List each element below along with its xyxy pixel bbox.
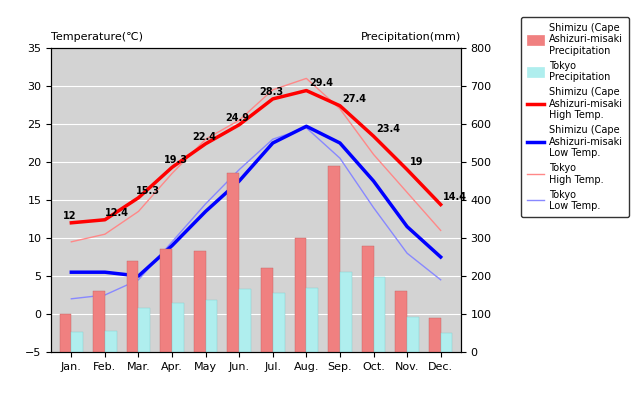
Bar xyxy=(441,333,452,352)
Bar xyxy=(138,308,150,352)
Text: 15.3: 15.3 xyxy=(136,186,160,196)
Bar xyxy=(239,288,251,352)
Bar xyxy=(172,302,184,352)
Text: Precipitation(mm): Precipitation(mm) xyxy=(360,32,461,42)
Text: 27.4: 27.4 xyxy=(342,94,367,104)
Text: 12: 12 xyxy=(63,211,77,221)
Bar xyxy=(362,246,374,352)
Bar xyxy=(127,261,138,352)
Text: 22.4: 22.4 xyxy=(192,132,216,142)
Text: 14.4: 14.4 xyxy=(444,192,467,202)
Bar xyxy=(328,166,340,352)
Bar xyxy=(261,268,273,352)
Text: 19.3: 19.3 xyxy=(164,155,188,165)
Bar xyxy=(273,294,285,352)
Text: 28.3: 28.3 xyxy=(259,87,283,97)
Bar xyxy=(93,291,105,352)
Bar xyxy=(105,331,116,352)
Bar xyxy=(71,332,83,352)
Bar xyxy=(374,277,385,352)
Bar xyxy=(194,251,205,352)
Bar xyxy=(60,314,71,352)
Legend: Shimizu (Cape
Ashizuri-misaki
Precipitation, Tokyo
Precipitation, Shimizu (Cape
: Shimizu (Cape Ashizuri-misaki Precipitat… xyxy=(521,17,628,217)
Bar xyxy=(307,288,318,352)
Text: 19: 19 xyxy=(410,158,423,168)
Bar xyxy=(396,291,407,352)
Bar xyxy=(227,174,239,352)
Text: 29.4: 29.4 xyxy=(309,78,333,88)
Bar xyxy=(160,250,172,352)
Text: 24.9: 24.9 xyxy=(225,112,250,122)
Bar xyxy=(340,272,352,352)
Text: Temperature(℃): Temperature(℃) xyxy=(51,32,143,42)
Text: 12.4: 12.4 xyxy=(105,208,129,218)
Bar xyxy=(294,238,307,352)
Bar xyxy=(205,300,218,352)
Text: 23.4: 23.4 xyxy=(376,124,400,134)
Bar xyxy=(407,317,419,352)
Bar xyxy=(429,318,441,352)
